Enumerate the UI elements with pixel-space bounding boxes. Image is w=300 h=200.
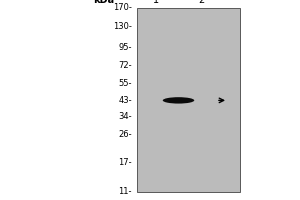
Text: 95-: 95- — [118, 43, 132, 52]
Text: 130-: 130- — [113, 22, 132, 31]
Text: 170-: 170- — [113, 3, 132, 12]
Text: 55-: 55- — [118, 79, 132, 88]
Text: 43-: 43- — [118, 96, 132, 105]
Text: 34-: 34- — [118, 112, 132, 121]
Ellipse shape — [163, 97, 194, 104]
Text: kDa: kDa — [93, 0, 114, 5]
Bar — [136, 8, 240, 192]
Text: 11-: 11- — [118, 188, 132, 196]
Text: 72-: 72- — [118, 61, 132, 70]
Text: 17-: 17- — [118, 158, 132, 167]
Text: 26-: 26- — [118, 130, 132, 139]
Text: 1: 1 — [153, 0, 159, 5]
Text: 2: 2 — [198, 0, 204, 5]
